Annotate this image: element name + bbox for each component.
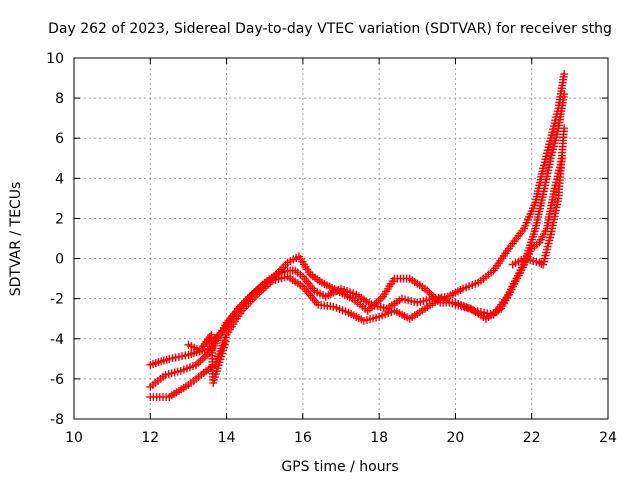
data-point [560, 70, 569, 79]
x-tick-label: 18 [370, 430, 388, 446]
x-tick-label: 20 [447, 430, 465, 446]
x-axis-ticks: 10 12 14 16 18 20 22 24 [65, 58, 617, 446]
x-tick-label: 16 [294, 430, 312, 446]
data-point [221, 337, 230, 346]
x-axis-label: GPS time / hours [281, 459, 398, 475]
y-tick-label: -4 [50, 332, 64, 348]
data-series [146, 70, 569, 401]
y-tick-label: 4 [55, 171, 64, 187]
y-tick-label: 8 [55, 91, 64, 107]
series-track-4 [184, 124, 569, 387]
data-point [560, 90, 569, 99]
y-tick-label: -2 [50, 292, 64, 308]
y-tick-label: -8 [50, 412, 64, 428]
x-tick-label: 14 [218, 430, 236, 446]
x-tick-label: 12 [141, 430, 159, 446]
x-tick-label: 24 [599, 430, 617, 446]
data-point [560, 124, 569, 133]
y-tick-label: -6 [50, 372, 64, 388]
y-axis-label: SDTVAR / TECUs [8, 182, 24, 297]
y-tick-label: 2 [55, 211, 64, 227]
plot-frame [73, 57, 609, 420]
series-track-1 [146, 70, 569, 369]
series-track-3 [146, 154, 567, 401]
y-tick-label: 0 [55, 252, 64, 268]
chart-title: Day 262 of 2023, Sidereal Day-to-day VTE… [48, 21, 612, 37]
y-tick-label: 6 [55, 131, 64, 147]
y-tick-label: 10 [46, 51, 64, 67]
x-tick-label: 10 [65, 430, 83, 446]
y-axis-ticks: -8 -6 -4 -2 0 2 4 6 8 10 [46, 51, 608, 428]
x-tick-label: 22 [523, 430, 541, 446]
